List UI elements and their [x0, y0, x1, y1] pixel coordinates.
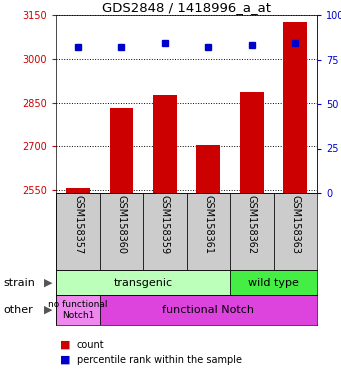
Bar — [153, 95, 177, 193]
Bar — [240, 92, 264, 193]
Text: percentile rank within the sample: percentile rank within the sample — [77, 355, 242, 365]
Text: GSM158360: GSM158360 — [117, 195, 127, 254]
Bar — [100, 193, 143, 270]
Bar — [56, 270, 230, 295]
Text: GSM158362: GSM158362 — [247, 195, 257, 255]
Bar — [230, 270, 317, 295]
Title: GDS2848 / 1418996_a_at: GDS2848 / 1418996_a_at — [102, 1, 271, 14]
Bar — [56, 193, 100, 270]
Bar — [230, 193, 273, 270]
Text: transgenic: transgenic — [114, 278, 173, 288]
Text: ■: ■ — [60, 355, 70, 365]
Text: strain: strain — [3, 278, 35, 288]
Text: GSM158363: GSM158363 — [291, 195, 300, 254]
Text: GSM158361: GSM158361 — [204, 195, 213, 254]
Bar — [109, 108, 133, 193]
Text: other: other — [3, 305, 33, 315]
Bar — [196, 145, 220, 193]
Text: ■: ■ — [60, 340, 70, 350]
Text: ▶: ▶ — [44, 278, 53, 288]
Bar — [274, 193, 317, 270]
Bar — [66, 188, 90, 193]
Text: ▶: ▶ — [44, 305, 53, 315]
Bar — [100, 295, 317, 325]
Text: wild type: wild type — [248, 278, 299, 288]
Text: count: count — [77, 340, 104, 350]
Text: no functional
Notch1: no functional Notch1 — [48, 300, 108, 320]
Text: functional Notch: functional Notch — [162, 305, 254, 315]
Text: GSM158359: GSM158359 — [160, 195, 170, 255]
Bar — [56, 295, 100, 325]
Bar — [143, 193, 187, 270]
Text: GSM158357: GSM158357 — [73, 195, 83, 255]
Bar — [187, 193, 230, 270]
Bar — [283, 22, 307, 193]
